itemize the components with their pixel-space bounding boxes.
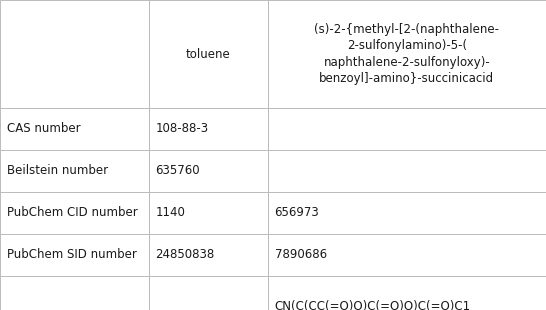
Text: CAS number: CAS number [7,122,81,135]
Bar [0,150,149,192]
Bar [268,192,546,234]
Text: 1140: 1140 [156,206,186,219]
Text: Beilstein number: Beilstein number [7,165,108,178]
Text: (s)-2-{methyl-[2-(naphthalene-
2-sulfonylamino)-5-(
naphthalene-2-sulfonyloxy)-
: (s)-2-{methyl-[2-(naphthalene- 2-sulfony… [314,23,499,85]
Bar [149,234,268,276]
Text: PubChem SID number: PubChem SID number [7,249,137,262]
Bar [0,108,149,150]
Bar [0,276,149,310]
Text: 108-88-3: 108-88-3 [156,122,209,135]
Text: CN(C(CC(=O)O)C(=O)O)C(=O)C1
=C(C=CC(=C1)OS(=O)(=O)C2=
CC3=CC=CC=C3C=C2)NS(=O)(=
: CN(C(CC(=O)O)C(=O)O)C(=O)C1 =C(C=CC(=C1)… [275,300,474,310]
Text: 656973: 656973 [275,206,319,219]
Bar [268,108,546,150]
Text: 7890686: 7890686 [275,249,327,262]
Bar [268,0,546,108]
Text: 635760: 635760 [156,165,200,178]
Bar [0,192,149,234]
Text: 24850838: 24850838 [156,249,215,262]
Bar [149,150,268,192]
Bar [149,276,268,310]
Bar [149,0,268,108]
Text: PubChem CID number: PubChem CID number [7,206,138,219]
Bar [268,234,546,276]
Bar [268,276,546,310]
Bar [149,108,268,150]
Bar [0,0,149,108]
Bar [268,150,546,192]
Text: toluene: toluene [186,47,230,60]
Bar [149,192,268,234]
Bar [0,234,149,276]
